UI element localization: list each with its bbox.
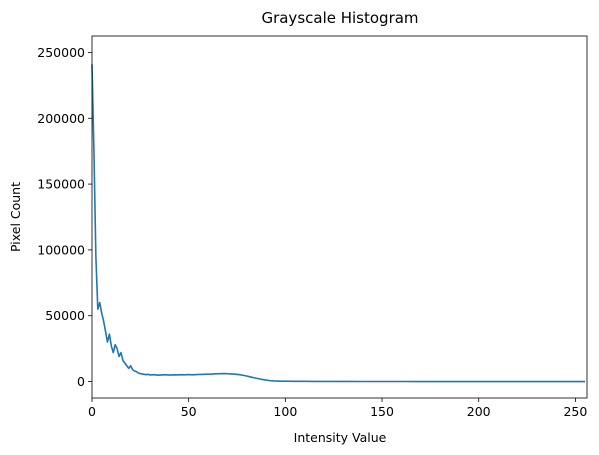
y-tick-label: 200000 bbox=[37, 111, 85, 126]
series-line bbox=[91, 64, 586, 383]
x-axis-label: Intensity Value bbox=[294, 430, 387, 445]
x-tick-label: 250 bbox=[563, 404, 587, 419]
x-axis: 0 50 100 150 200 250 bbox=[88, 398, 587, 419]
chart-title: Grayscale Histogram bbox=[261, 9, 418, 27]
y-tick-label: 150000 bbox=[37, 177, 85, 192]
y-tick-label: 0 bbox=[77, 374, 85, 389]
y-tick-label: 100000 bbox=[37, 242, 85, 257]
plot-frame bbox=[91, 35, 588, 399]
x-tick-label: 0 bbox=[88, 404, 96, 419]
x-tick-label: 200 bbox=[467, 404, 491, 419]
x-tick-label: 150 bbox=[370, 404, 394, 419]
y-tick-label: 50000 bbox=[45, 308, 85, 323]
y-axis: 0 50000 100000 150000 200000 250000 bbox=[37, 45, 92, 389]
x-tick-label: 50 bbox=[181, 404, 197, 419]
plot-area bbox=[91, 35, 588, 399]
y-axis-label: Pixel Count bbox=[8, 182, 23, 252]
y-tick-label: 250000 bbox=[37, 45, 85, 60]
x-tick-label: 100 bbox=[273, 404, 297, 419]
